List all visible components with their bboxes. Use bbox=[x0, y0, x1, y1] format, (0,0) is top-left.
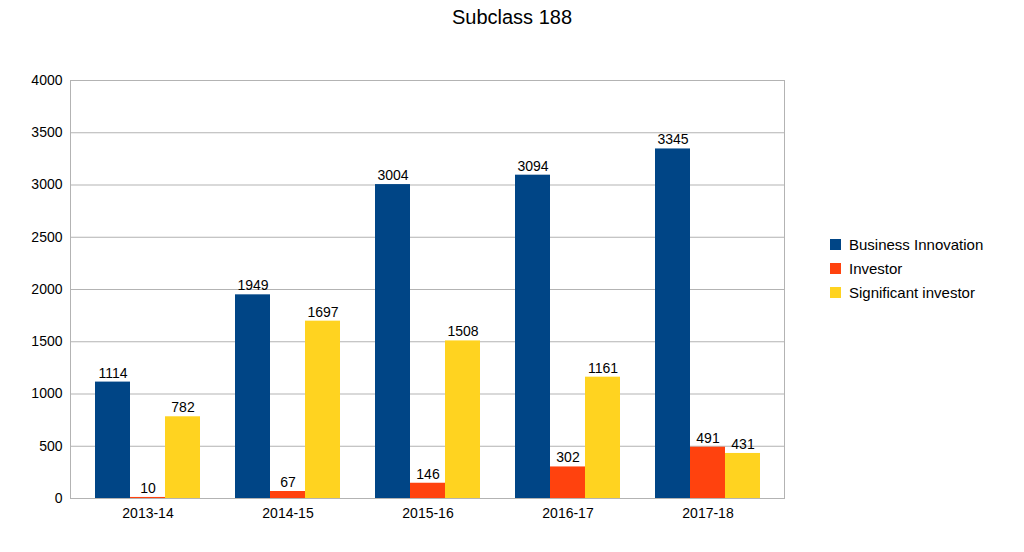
svg-text:2013-14: 2013-14 bbox=[122, 505, 174, 521]
svg-text:3345: 3345 bbox=[657, 131, 688, 147]
svg-text:1697: 1697 bbox=[307, 304, 338, 320]
svg-text:782: 782 bbox=[171, 399, 195, 415]
svg-text:67: 67 bbox=[280, 474, 296, 490]
svg-text:3500: 3500 bbox=[31, 124, 62, 140]
html-text:Business Innovation: Business Innovation bbox=[849, 235, 984, 253]
svg-text:500: 500 bbox=[39, 438, 63, 454]
svg-text:2014-15: 2014-15 bbox=[262, 505, 314, 521]
svg-text:2015-16: 2015-16 bbox=[402, 505, 454, 521]
svg-text:431: 431 bbox=[731, 436, 755, 452]
svg-text:1000: 1000 bbox=[31, 385, 62, 401]
svg-text:3094: 3094 bbox=[517, 158, 548, 174]
svg-text:1508: 1508 bbox=[447, 323, 478, 339]
svg-text:2017-18: 2017-18 bbox=[682, 505, 734, 521]
html-text:Significant investor: Significant investor bbox=[849, 283, 975, 301]
svg-text:4000: 4000 bbox=[31, 72, 62, 88]
html-text:Subclass 188: Subclass 188 bbox=[452, 6, 572, 28]
svg-text:2000: 2000 bbox=[31, 281, 62, 297]
svg-text:1114: 1114 bbox=[98, 365, 127, 381]
svg-text:491: 491 bbox=[696, 430, 720, 446]
svg-text:146: 146 bbox=[416, 466, 440, 482]
html-text:Investor: Investor bbox=[849, 259, 903, 277]
svg-text:0: 0 bbox=[55, 490, 63, 506]
svg-text:1500: 1500 bbox=[31, 333, 62, 349]
svg-text:2500: 2500 bbox=[31, 229, 62, 245]
svg-text:302: 302 bbox=[556, 449, 580, 465]
svg-text:3004: 3004 bbox=[377, 167, 408, 183]
svg-text:1161: 1161 bbox=[588, 360, 618, 376]
svg-text:3000: 3000 bbox=[31, 176, 62, 192]
svg-text:1949: 1949 bbox=[237, 277, 268, 293]
svg-text:2016-17: 2016-17 bbox=[542, 505, 594, 521]
svg-text:10: 10 bbox=[140, 480, 156, 496]
